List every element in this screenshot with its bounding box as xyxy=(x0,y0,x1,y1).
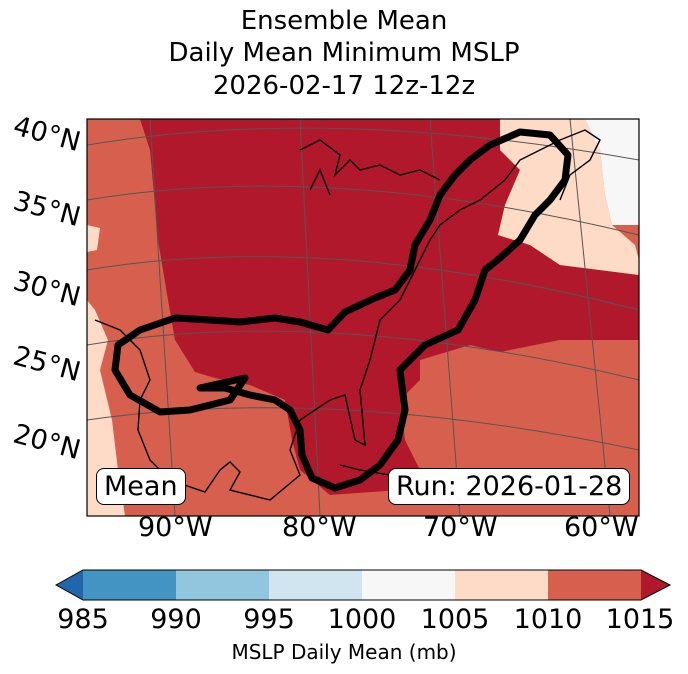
colorbar-tick-1015: 1015 xyxy=(605,604,675,635)
parallel-25n xyxy=(87,330,639,381)
meridian-80w xyxy=(299,119,321,516)
coast-great-lakes xyxy=(299,139,441,196)
colorbar-tick-995: 995 xyxy=(243,604,295,635)
field-1005-1010-west xyxy=(87,225,100,252)
colorbar-outline xyxy=(54,569,672,601)
colorbar-bin-990_995 xyxy=(176,570,269,600)
colorbar-bin-985_990 xyxy=(83,570,176,600)
parallel-40n xyxy=(87,127,639,161)
colorbar-tick-985: 985 xyxy=(57,604,109,635)
title-line-2: Daily Mean Minimum MSLP xyxy=(168,38,520,68)
colorbar-bin-1000_1005 xyxy=(362,570,455,600)
field-1000-1005 xyxy=(585,119,639,225)
colorbar-tick-1010: 1010 xyxy=(513,604,583,635)
graticule xyxy=(87,119,639,516)
title-line-3: 2026-02-17 12z-12z xyxy=(212,71,476,101)
parallel-30n xyxy=(87,256,639,311)
field-above-1015 xyxy=(140,119,639,495)
title-line-1: Ensemble Mean xyxy=(240,6,448,36)
colorbar-extend-above xyxy=(641,570,670,600)
lon-label-60w: 60°W xyxy=(564,512,639,543)
mean-label-box: Mean xyxy=(96,468,186,505)
colorbar-tick-1000: 1000 xyxy=(327,604,397,635)
parallel-35n xyxy=(87,185,639,236)
run-date-box: Run: 2026-01-28 xyxy=(388,468,631,505)
colorbar-tick-1005: 1005 xyxy=(420,604,490,635)
colorbar-bin-1010_1015 xyxy=(548,570,641,600)
meridian-70w xyxy=(429,119,461,516)
lon-label-80w: 80°W xyxy=(282,512,357,543)
field-1005-1010-southwest xyxy=(87,300,125,516)
colorbar-extend-below xyxy=(56,570,83,600)
colorbar-label: MSLP Daily Mean (mb) xyxy=(231,640,457,664)
map-frame xyxy=(86,118,640,517)
map-area xyxy=(87,119,639,516)
lon-label-70w: 70°W xyxy=(423,512,498,543)
lon-label-90w: 90°W xyxy=(138,512,213,543)
colorbar-bin-1005_1010 xyxy=(455,570,548,600)
colorbar xyxy=(54,569,672,601)
meridian-60w xyxy=(569,119,611,516)
meridian-90w xyxy=(149,119,176,516)
ensemble-contour xyxy=(111,128,572,492)
colorbar-tick-990: 990 xyxy=(150,604,202,635)
field-1005-1010 xyxy=(498,119,639,275)
colorbar-bin-995_1000 xyxy=(269,570,362,600)
